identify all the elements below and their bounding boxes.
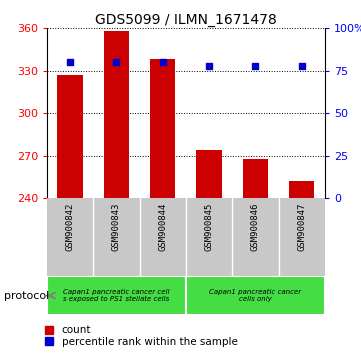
- Bar: [104, 31, 129, 198]
- Bar: [186, 276, 325, 315]
- Point: [160, 59, 166, 65]
- Bar: [150, 59, 175, 198]
- Point: [206, 63, 212, 69]
- Point: [253, 63, 258, 69]
- Title: GDS5099 / ILMN_1671478: GDS5099 / ILMN_1671478: [95, 13, 277, 27]
- Point: [113, 59, 119, 65]
- Text: GSM900847: GSM900847: [297, 202, 306, 251]
- Text: GSM900843: GSM900843: [112, 202, 121, 251]
- Bar: [57, 75, 83, 198]
- Text: Capan1 pancreatic cancer
cells only: Capan1 pancreatic cancer cells only: [209, 289, 301, 302]
- Text: GSM900845: GSM900845: [205, 202, 214, 251]
- Legend: count, percentile rank within the sample: count, percentile rank within the sample: [45, 325, 238, 347]
- Bar: [47, 276, 186, 315]
- Text: Capan1 pancreatic cancer cell
s exposed to PS1 stellate cells: Capan1 pancreatic cancer cell s exposed …: [63, 289, 170, 302]
- Text: GSM900842: GSM900842: [66, 202, 75, 251]
- Text: GSM900844: GSM900844: [158, 202, 167, 251]
- Point: [299, 63, 305, 69]
- Bar: [196, 150, 222, 198]
- Text: GSM900846: GSM900846: [251, 202, 260, 251]
- Text: protocol: protocol: [4, 291, 49, 301]
- Point: [67, 59, 73, 65]
- Bar: [243, 159, 268, 198]
- Bar: [289, 181, 314, 198]
